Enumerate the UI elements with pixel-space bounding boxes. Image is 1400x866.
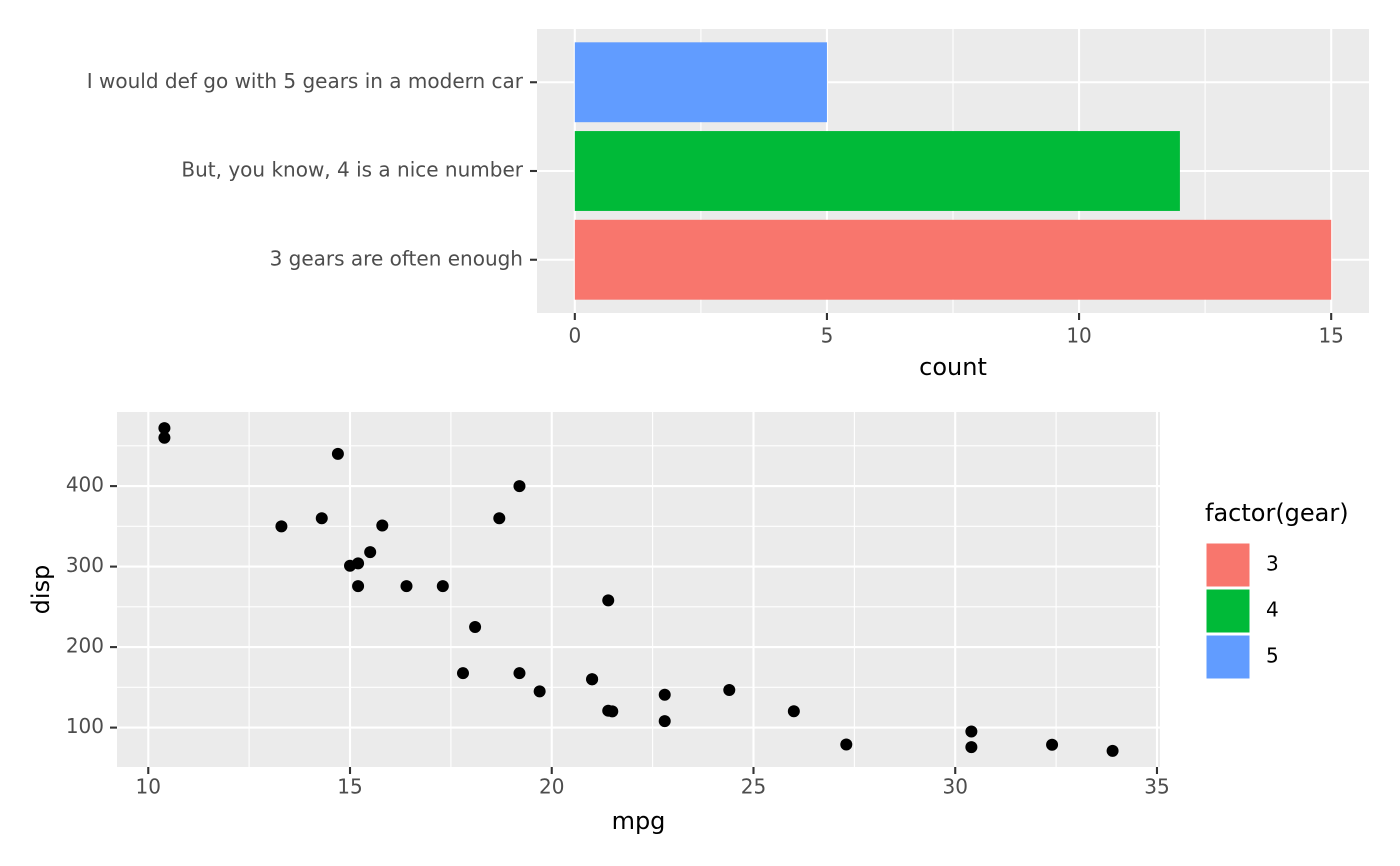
point — [586, 673, 599, 686]
point — [352, 580, 365, 593]
y-tick-label: But, you know, 4 is a nice number — [181, 158, 523, 182]
point — [344, 559, 357, 572]
x-tick-label: 15 — [1318, 324, 1343, 348]
x-tick-label: 35 — [1144, 775, 1169, 799]
point — [840, 738, 853, 751]
point — [158, 422, 171, 435]
legend-label: 5 — [1266, 644, 1279, 668]
point — [469, 620, 482, 633]
point — [315, 512, 328, 525]
x-axis-title: mpg — [612, 807, 666, 835]
y-axis-title: disp — [27, 565, 55, 615]
bar — [574, 131, 1180, 211]
point — [787, 705, 800, 718]
legend-label: 4 — [1266, 598, 1279, 622]
legend-label: 3 — [1266, 552, 1279, 576]
y-tick-label: 200 — [66, 634, 104, 658]
y-tick-label: 3 gears are often enough — [270, 246, 523, 270]
point — [602, 704, 615, 717]
y-tick-label: 300 — [66, 553, 104, 577]
x-axis-title: count — [919, 353, 987, 381]
x-tick-label: 20 — [539, 775, 564, 799]
point — [1106, 744, 1119, 757]
point — [723, 684, 736, 697]
point — [513, 667, 526, 680]
x-tick-label: 15 — [337, 775, 362, 799]
point — [456, 667, 469, 680]
point — [965, 725, 978, 738]
x-tick-label: 25 — [741, 775, 766, 799]
x-tick-label: 30 — [943, 775, 968, 799]
point — [331, 447, 344, 460]
x-tick-label: 0 — [568, 324, 581, 348]
point — [658, 688, 671, 701]
point — [376, 519, 389, 532]
bar — [574, 42, 827, 123]
legend-key — [1205, 588, 1251, 634]
point — [158, 431, 171, 444]
x-tick-label: 5 — [821, 324, 834, 348]
point — [658, 715, 671, 728]
point — [493, 512, 506, 525]
y-tick-label: 400 — [66, 473, 104, 497]
point — [436, 580, 449, 593]
bar — [574, 219, 1332, 300]
point — [1046, 738, 1059, 751]
legend-key — [1205, 634, 1251, 680]
point — [513, 480, 526, 493]
point — [533, 685, 546, 698]
point — [275, 520, 288, 533]
x-tick-label: 10 — [136, 775, 161, 799]
legend-title: factor(gear) — [1205, 499, 1349, 527]
y-tick-label: I would def go with 5 gears in a modern … — [87, 69, 524, 93]
point — [400, 580, 413, 593]
y-tick-label: 100 — [66, 714, 104, 738]
x-tick-label: 10 — [1066, 324, 1091, 348]
panel — [117, 412, 1160, 767]
point — [602, 594, 615, 607]
point — [965, 741, 978, 754]
legend-key — [1205, 542, 1251, 588]
point — [364, 546, 377, 559]
